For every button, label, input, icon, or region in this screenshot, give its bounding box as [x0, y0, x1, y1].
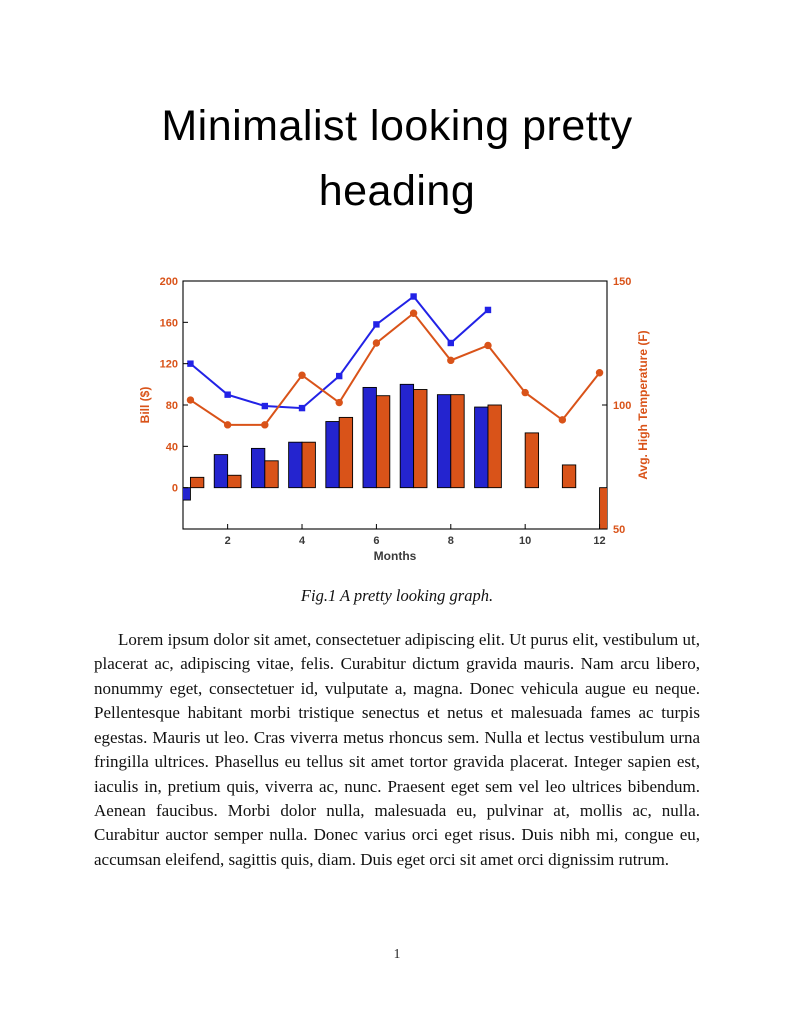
x-tick-label: 10: [519, 535, 531, 547]
square-marker: [373, 320, 380, 328]
x-tick-label: 12: [593, 535, 605, 547]
x-tick-label: 4: [299, 535, 306, 547]
temperature-line-orange: [186, 309, 604, 429]
square-marker: [447, 339, 454, 346]
figure: 0 40 80 120 160 200 50 100 150 2 4 6 8 10 12 Months Bill…: [0, 273, 794, 606]
figure-caption: Fig.1 A pretty looking graph.: [300, 585, 494, 605]
y-right-tick-label: 50: [613, 524, 625, 536]
circle-marker: [521, 388, 529, 397]
y-left-tick-label: 200: [160, 276, 178, 288]
circle-marker: [298, 371, 306, 379]
square-marker: [336, 372, 343, 379]
circle-marker: [484, 341, 492, 349]
body-paragraph: Lorem ipsum dolor sit amet, consectetuer…: [94, 629, 700, 869]
bill-line-blue: [187, 293, 492, 412]
circle-marker: [595, 368, 604, 377]
circle-marker: [223, 420, 232, 429]
circle-marker: [372, 339, 381, 347]
bill-bars-orange: [189, 388, 607, 529]
circle-marker: [186, 396, 195, 404]
circle-marker: [261, 420, 269, 429]
circle-marker: [409, 309, 418, 317]
square-marker: [298, 404, 306, 412]
y-left-tick-label: 80: [166, 400, 178, 412]
page-title: Minimalist looking pretty heading: [161, 102, 633, 216]
y-axis-label-left: Bill ($): [138, 386, 152, 423]
x-axis-label: Months: [374, 549, 417, 563]
page-number: 1: [393, 946, 401, 961]
y-left-tick-label: 0: [172, 482, 178, 494]
y-right-tick-label: 150: [613, 276, 631, 288]
y-left-tick-label: 160: [160, 317, 178, 329]
plot-series: [183, 293, 607, 529]
x-tick-label: 6: [373, 535, 379, 547]
square-marker: [261, 402, 269, 409]
x-tick-label: 2: [225, 535, 231, 547]
square-marker: [187, 360, 194, 367]
y-axis-label-right: Avg. High Temperature (F): [636, 330, 650, 479]
square-marker: [484, 306, 492, 313]
y-left-tick-label: 120: [160, 358, 178, 370]
circle-marker: [447, 356, 455, 364]
square-marker: [410, 293, 417, 300]
axes: 0 40 80 120 160 200 50 100 150 2 4 6 8 10 12 Months Bill…: [138, 276, 650, 563]
figure-chart: 0 40 80 120 160 200 50 100 150 2 4 6 8 10 12 Months Bill…: [138, 276, 650, 563]
circle-marker: [558, 415, 567, 424]
x-tick-label: 8: [448, 535, 454, 547]
y-left-tick-label: 40: [166, 441, 178, 453]
square-marker: [224, 391, 231, 398]
circle-marker: [335, 398, 343, 406]
y-right-tick-label: 100: [613, 400, 631, 412]
